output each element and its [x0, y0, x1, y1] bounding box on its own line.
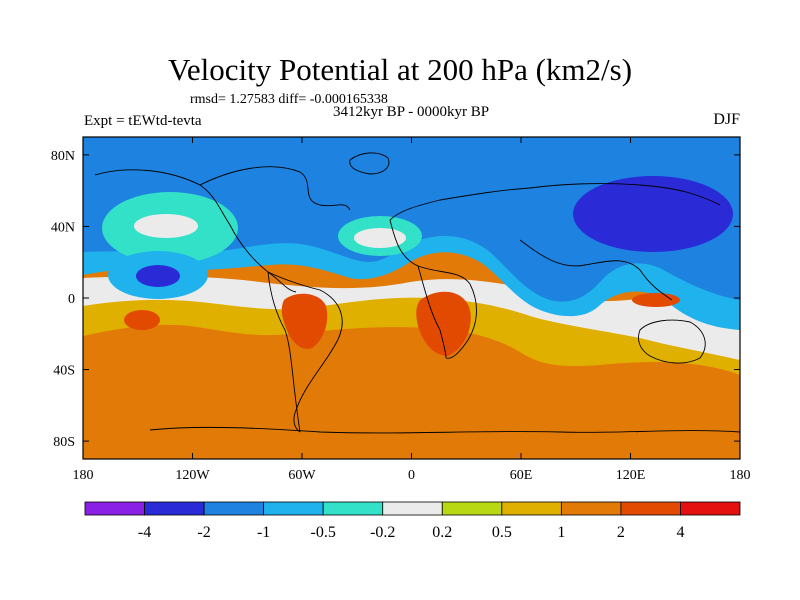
colorbar-label: -1 [257, 524, 270, 541]
colorbar-label: -0.2 [370, 524, 395, 541]
canada-arctic-coast [199, 166, 351, 211]
africa-west-coast [417, 265, 447, 359]
greenland-coast [349, 152, 390, 175]
fill-very-positive-high [281, 293, 328, 349]
lat-tick-label: 40N [51, 220, 75, 235]
fill-neutral-patch [354, 228, 406, 248]
north-america-coast [94, 169, 297, 293]
colorbar-swatch [382, 501, 443, 516]
south-america-west-coast [267, 271, 301, 433]
colorbar-label: 0.5 [492, 524, 512, 541]
colorbar-swatch [501, 501, 562, 516]
lon-tick-label: 180 [73, 468, 94, 483]
contour-fill-field [83, 137, 740, 459]
colorbar-swatch [203, 501, 265, 516]
map-axes: 180 120W 60W 0 60E 120E 180 80N 40N 0 40S 80S [51, 137, 751, 483]
colorbar-label: 2 [617, 524, 625, 541]
fill-very-negative-low [136, 265, 180, 287]
fill-negative-region [83, 137, 740, 302]
australia-coast [638, 319, 706, 364]
colorbar-swatch [263, 501, 324, 516]
lon-tick-label: 60E [510, 468, 533, 483]
lat-tick-label: 80S [53, 435, 75, 450]
lon-tick-label: 120E [616, 468, 646, 483]
time-period-label: 3412kyr BP - 0000kyr BP [332, 104, 490, 120]
colorbar-swatch [441, 501, 503, 516]
chart-title: Velocity Potential at 200 hPa (km2/s) [167, 52, 633, 87]
africa-coast [389, 219, 477, 359]
colorbar-swatch [680, 501, 741, 516]
colorbar: -4 -2 -1 -0.5 -0.2 0.2 0.5 1 2 4 [84, 501, 741, 541]
fill-very-positive-high [124, 310, 160, 330]
colorbar-swatch [620, 501, 681, 516]
eurasia-north-coast [389, 183, 721, 221]
colorbar-swatch [144, 501, 205, 516]
coastlines [94, 152, 740, 434]
lat-tick-label: 0 [68, 292, 75, 307]
lat-tick-label: 40S [53, 364, 75, 379]
lon-tick-label: 180 [730, 468, 751, 483]
colorbar-label: 0.2 [432, 524, 452, 541]
rmsd-diff-stats: rmsd= 1.27583 diff= -0.000165338 [190, 92, 388, 107]
fill-neutral-band [83, 276, 740, 360]
fill-slight-positive-band [83, 292, 740, 375]
colorbar-swatch [84, 501, 145, 516]
colorbar-label: -4 [138, 524, 151, 541]
antarctica-coast [149, 426, 740, 434]
south-asia-coast [519, 239, 673, 301]
fill-very-negative-low [573, 176, 733, 252]
lat-tick-label: 80N [51, 149, 75, 164]
colorbar-label: -0.5 [311, 524, 336, 541]
colorbar-label: 1 [557, 524, 565, 541]
experiment-label: Expt = tEWtd-tevta [84, 113, 202, 129]
south-america-coast [267, 271, 343, 433]
colorbar-swatch [560, 501, 622, 516]
lon-tick-label: 0 [408, 468, 415, 483]
fill-neutral-patch [134, 214, 198, 238]
lon-tick-label: 60W [288, 468, 316, 483]
colorbar-label: 4 [676, 524, 684, 541]
colorbar-swatch [322, 501, 384, 516]
lon-tick-label: 120W [175, 468, 210, 483]
season-label: DJF [713, 111, 740, 128]
fill-very-positive-high [632, 293, 680, 307]
colorbar-label: -2 [197, 524, 210, 541]
